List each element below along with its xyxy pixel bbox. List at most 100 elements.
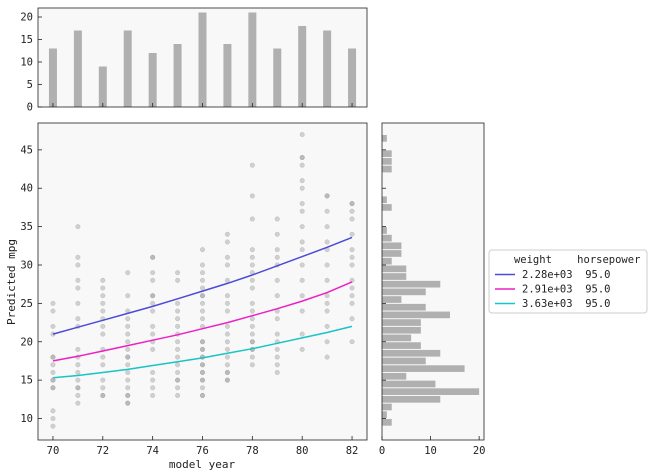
top-histogram-bar xyxy=(348,48,357,107)
scatter-point xyxy=(349,247,355,253)
top-plot-frame xyxy=(37,7,368,108)
scatter-point xyxy=(199,308,206,314)
scatter-point xyxy=(249,331,255,337)
side-histogram-bar xyxy=(382,419,392,426)
y-tick-label: 10 xyxy=(20,413,33,425)
scatter-point xyxy=(249,262,255,268)
scatter-point xyxy=(224,369,230,376)
scatter-point xyxy=(125,392,131,399)
x-tick-label: 82 xyxy=(346,445,359,457)
scatter-point xyxy=(150,331,156,337)
scatter-point xyxy=(50,362,56,368)
side-histogram-bar xyxy=(382,303,426,311)
scatter-point xyxy=(199,392,206,399)
scatter-point xyxy=(249,285,255,291)
scatter-point xyxy=(274,331,280,337)
scatter-point xyxy=(150,254,156,260)
scatter-point xyxy=(249,339,255,345)
scatter-point xyxy=(224,339,230,345)
scatter-point xyxy=(324,293,330,299)
scatter-point xyxy=(224,239,230,245)
scatter-point xyxy=(349,231,355,237)
side-x-tick-label: 10 xyxy=(424,445,437,457)
scatter-point xyxy=(125,323,131,329)
side-histogram-bar xyxy=(382,265,407,273)
scatter-point xyxy=(299,331,305,337)
scatter-point xyxy=(224,308,230,314)
scatter-point xyxy=(125,270,131,276)
side-histogram-bar xyxy=(382,234,392,242)
scatter-point xyxy=(224,331,230,337)
scatter-point xyxy=(324,308,330,314)
top-histogram-bar xyxy=(248,12,257,107)
legend-label: 2.91e+03 95.0 xyxy=(522,284,611,296)
main-scatter-panel: 70 72 74 76 78 80 82 10 15 20 25 30 35 40 45 xyxy=(20,122,368,457)
top-histogram-bar xyxy=(73,30,82,107)
scatter-point xyxy=(299,224,305,230)
side-histogram-bar xyxy=(382,311,450,319)
scatter-point xyxy=(100,331,106,337)
scatter-point xyxy=(349,254,355,260)
scatter-point xyxy=(100,323,106,329)
scatter-point xyxy=(100,362,106,368)
scatter-point xyxy=(224,277,230,283)
side-histogram-bar xyxy=(382,411,387,419)
scatter-point xyxy=(175,316,181,322)
scatter-point xyxy=(75,285,81,291)
scatter-point xyxy=(175,377,181,383)
scatter-point xyxy=(175,354,181,360)
scatter-point xyxy=(100,277,106,283)
scatter-point xyxy=(50,408,56,414)
scatter-point xyxy=(249,323,255,329)
scatter-point xyxy=(125,354,131,360)
scatter-point xyxy=(199,362,206,368)
side-histogram-bar xyxy=(382,326,421,334)
main-plot-frame xyxy=(37,122,368,441)
legend-label: 3.63e+03 95.0 xyxy=(522,298,611,310)
scatter-point xyxy=(199,346,206,352)
scatter-point xyxy=(75,300,81,306)
scatter-point xyxy=(349,293,355,299)
scatter-point xyxy=(75,385,81,391)
y-tick-label: 15 xyxy=(20,375,33,387)
scatter-point xyxy=(100,385,106,391)
scatter-point xyxy=(324,277,330,283)
side-plot-frame xyxy=(381,122,485,441)
x-tick-label: 70 xyxy=(47,445,60,457)
scatter-point xyxy=(150,293,156,299)
side-histogram-bar xyxy=(382,250,402,257)
scatter-point xyxy=(224,262,230,268)
scatter-point xyxy=(50,354,56,360)
scatter-point xyxy=(299,162,305,168)
side-histogram-bar xyxy=(382,395,441,403)
scatter-point xyxy=(324,224,330,230)
scatter-point xyxy=(175,277,181,283)
scatter-point xyxy=(274,346,280,352)
scatter-point xyxy=(199,300,206,306)
scatter-point xyxy=(299,346,305,352)
scatter-point xyxy=(349,300,355,306)
scatter-point xyxy=(75,316,81,322)
top-histogram-bar xyxy=(173,44,182,107)
x-axis-label: model year xyxy=(169,458,236,471)
scatter-point xyxy=(75,392,81,399)
scatter-point xyxy=(199,339,206,345)
scatter-point xyxy=(125,400,131,406)
scatter-point xyxy=(125,377,131,383)
scatter-point xyxy=(75,362,81,368)
scatter-point xyxy=(150,300,156,306)
scatter-point xyxy=(199,277,206,283)
x-tick-label: 74 xyxy=(146,445,159,457)
top-histogram-panel: 0 5 10 15 20 xyxy=(20,7,368,114)
scatter-point xyxy=(75,262,81,268)
scatter-point xyxy=(274,362,280,368)
scatter-point xyxy=(150,308,156,314)
legend: weight horsepower 2.28e+03 95.0 2.91e+03 9… xyxy=(488,249,648,314)
scatter-point xyxy=(199,369,206,376)
scatter-point xyxy=(274,277,280,283)
side-histogram-bar xyxy=(382,280,441,288)
scatter-point xyxy=(299,154,305,161)
side-histogram-bar xyxy=(382,165,392,173)
top-y-tick-label: 5 xyxy=(27,79,33,91)
scatter-point xyxy=(100,377,106,383)
